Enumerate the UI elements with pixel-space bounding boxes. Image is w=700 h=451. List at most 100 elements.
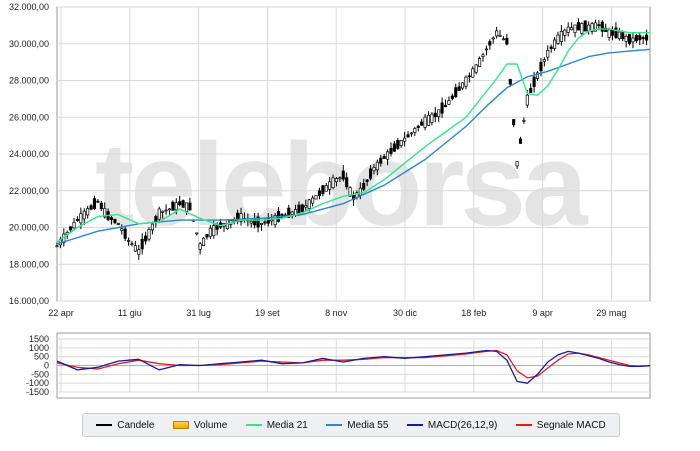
candle-body	[617, 31, 621, 40]
candle-body	[447, 100, 451, 105]
candle-body	[348, 187, 352, 197]
candle-body	[474, 64, 478, 73]
candle-body	[406, 134, 410, 138]
legend-label: Volume	[193, 419, 228, 431]
candle-body	[109, 217, 114, 221]
candle-body	[167, 208, 172, 211]
candle-body	[443, 104, 448, 108]
candle-body	[239, 213, 243, 222]
candle-body	[638, 35, 642, 41]
candle-body	[178, 201, 182, 206]
candle-body	[471, 68, 475, 78]
candle-body	[249, 220, 253, 224]
macd-y-tick-label: -1500	[26, 387, 49, 397]
candle-body	[375, 161, 379, 171]
candle-body	[103, 207, 107, 218]
ma21-line	[56, 28, 650, 243]
candle-body	[256, 216, 260, 228]
legend-item[interactable]: Segnale MACD	[515, 420, 606, 431]
legend-item[interactable]: Candele	[96, 420, 154, 431]
candle-body	[481, 54, 485, 57]
candle-body	[529, 87, 533, 93]
candle-body	[593, 22, 598, 32]
legend-item[interactable]: Media 55	[326, 420, 388, 431]
legend-swatch-icon	[245, 424, 262, 426]
candle-body	[631, 37, 635, 43]
candle-body	[423, 116, 427, 128]
legend-item[interactable]: MACD(26,12,9)	[406, 419, 498, 431]
candle-body	[86, 208, 90, 216]
macd-grid	[56, 332, 651, 399]
legend-label: Candele	[117, 419, 155, 431]
candle-body	[546, 50, 550, 58]
candle-body	[195, 232, 199, 235]
candle-body	[304, 205, 308, 208]
candle-body	[164, 209, 168, 212]
macd-y-tick-label: 0	[44, 361, 49, 371]
legend-swatch-icon	[326, 424, 343, 426]
candle-body	[89, 205, 93, 210]
candle-body	[416, 125, 420, 128]
candle-body	[345, 177, 349, 188]
candle-body	[430, 113, 434, 123]
candle-body	[610, 29, 615, 36]
candle-body	[263, 221, 267, 224]
candle-body	[99, 202, 103, 210]
candle-body	[140, 238, 144, 250]
candle-body	[351, 194, 356, 201]
candle-body	[535, 72, 540, 79]
candle-body	[522, 119, 526, 122]
ma55-line	[56, 48, 651, 245]
price-grid	[56, 6, 651, 302]
candle-body	[188, 202, 192, 211]
candle-body	[321, 185, 325, 195]
legend-label: MACD(26,12,9)	[427, 419, 498, 431]
candle-body	[372, 167, 376, 172]
macd-y-tick-label: 1000	[29, 343, 49, 353]
x-tick-label: 31 lug	[186, 308, 211, 318]
candle-body	[82, 210, 86, 220]
candle-body	[433, 112, 437, 118]
candle-body	[365, 179, 369, 182]
candle-body	[362, 182, 366, 190]
candle-body	[607, 29, 611, 38]
candle-body	[311, 197, 315, 204]
candle-body	[556, 34, 560, 44]
legend-item[interactable]: Volume	[172, 419, 228, 431]
macd-series	[56, 349, 651, 384]
candle-body	[55, 245, 59, 248]
candle-body	[505, 37, 509, 45]
candle-body	[72, 222, 76, 229]
candle-body	[198, 243, 202, 250]
x-tick-label: 22 apr	[48, 308, 74, 318]
candle-body	[628, 33, 632, 44]
candle-body	[150, 223, 154, 231]
candle-body	[525, 94, 529, 106]
candle-body	[600, 21, 604, 32]
axis-labels: 16.000,00 18.000,00 20.000,00 22.000,00 24.0…	[9, 2, 626, 397]
candle-body	[501, 38, 506, 41]
candle-body	[184, 202, 189, 212]
legend-swatch-icon	[96, 424, 113, 426]
candle-body	[559, 30, 563, 42]
macd-y-tick-label: 1500	[29, 334, 49, 344]
candle-body	[338, 177, 342, 180]
candle-body	[171, 201, 175, 211]
candle-body	[518, 138, 523, 144]
candle-body	[324, 185, 328, 192]
legend-item[interactable]: Media 21	[245, 420, 308, 431]
candle-body	[358, 187, 362, 196]
candle-body	[120, 228, 124, 231]
candle-body	[403, 137, 407, 142]
macd-signal-line	[56, 349, 651, 379]
candle-body	[409, 132, 413, 135]
y-tick-label: 16.000,00	[9, 296, 49, 306]
candle-body	[512, 119, 516, 126]
candle-body	[259, 223, 264, 225]
candle-body	[328, 181, 332, 190]
candle-body	[515, 161, 519, 167]
candles-series	[55, 18, 649, 260]
x-tick-label: 30 dic	[393, 308, 418, 318]
candle-body	[368, 168, 373, 179]
